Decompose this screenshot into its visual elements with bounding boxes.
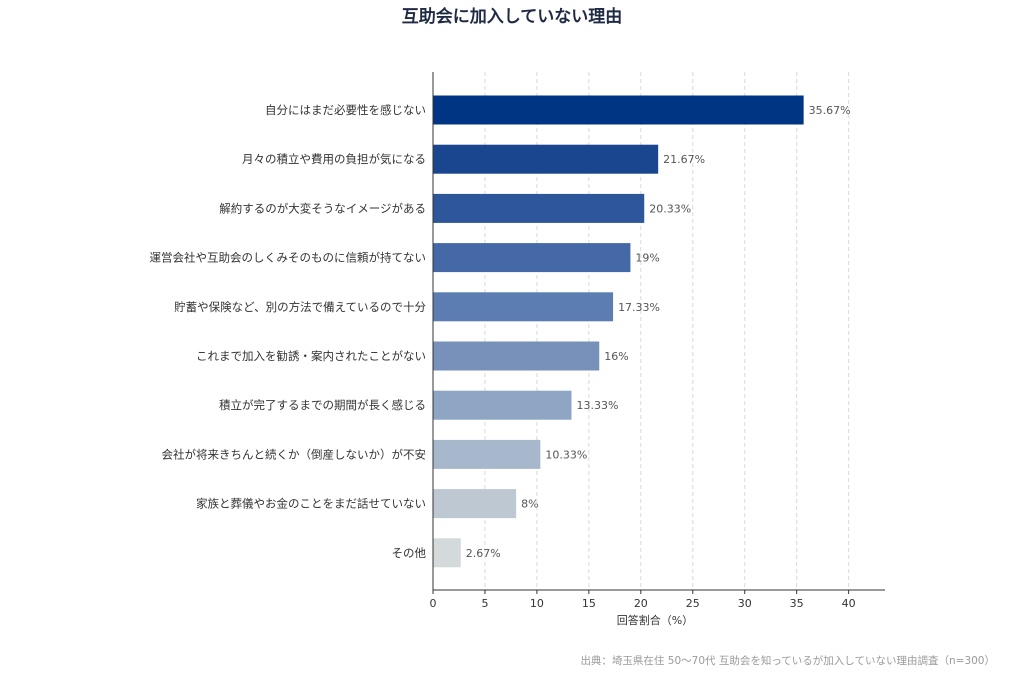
value-label: 17.33% xyxy=(618,301,660,314)
x-axis-ticks: 0 5 10 15 20 25 30 35 40 xyxy=(430,590,856,610)
x-tick-label: 40 xyxy=(842,597,856,610)
x-tick-label: 10 xyxy=(530,597,544,610)
value-label: 16% xyxy=(604,350,628,363)
x-tick-label: 25 xyxy=(686,597,700,610)
value-label: 8% xyxy=(521,498,538,511)
category-label: 家族と葬儀やお金のことをまだ話せていない xyxy=(196,497,426,511)
value-label: 20.33% xyxy=(649,202,691,215)
category-label: その他 xyxy=(392,546,427,560)
bar xyxy=(433,193,645,223)
category-label: 積立が完了するまでの期間が長く感じる xyxy=(219,398,426,412)
value-label: 21.67% xyxy=(663,153,705,166)
bar xyxy=(433,538,461,568)
chart-title: 互助会に加入していない理由 xyxy=(402,6,623,27)
value-labels: 35.67% 21.67% 20.33% 19% 17.33% 16% 13.33% 10.3… xyxy=(466,104,851,560)
category-labels: 自分にはまだ必要性を感じない月々の積立や費用の負担が気になる解約するのが大変そう… xyxy=(150,103,427,560)
bars-group xyxy=(433,95,804,568)
bar xyxy=(433,489,517,519)
x-tick-label: 35 xyxy=(790,597,804,610)
bar xyxy=(433,390,572,420)
x-tick-label: 20 xyxy=(634,597,648,610)
x-axis-label: 回答割合（%） xyxy=(617,613,693,627)
value-label: 19% xyxy=(635,252,659,265)
category-label: 運営会社や互助会のしくみそのものに信頼が持てない xyxy=(150,251,426,265)
x-tick-label: 15 xyxy=(582,597,596,610)
category-label: 解約するのが大変そうなイメージがある xyxy=(219,201,426,215)
x-tick-label: 30 xyxy=(738,597,752,610)
category-label: 自分にはまだ必要性を感じない xyxy=(265,103,426,117)
value-label: 2.67% xyxy=(466,547,501,560)
category-label: 会社が将来きちんと続くか（倒産しないか）が不安 xyxy=(162,447,427,461)
bar xyxy=(433,292,614,322)
value-label: 10.33% xyxy=(545,448,587,461)
category-label: 貯蓄や保険など、別の方法で備えているので十分 xyxy=(174,300,426,314)
category-label: 月々の積立や費用の負担が気になる xyxy=(242,152,426,166)
x-tick-label: 5 xyxy=(481,597,488,610)
category-label: これまで加入を勧誘・案内されたことがない xyxy=(196,349,426,363)
bar xyxy=(433,341,600,371)
bar xyxy=(433,243,631,273)
bar xyxy=(433,439,541,469)
bar xyxy=(433,95,804,125)
value-label: 35.67% xyxy=(809,104,851,117)
source-note: 出典：埼玉県在住 50〜70代 互助会を知っているが加入していない理由調査（n=… xyxy=(580,654,995,667)
x-tick-label: 0 xyxy=(430,597,437,610)
bar xyxy=(433,144,659,174)
value-label: 13.33% xyxy=(577,399,619,412)
